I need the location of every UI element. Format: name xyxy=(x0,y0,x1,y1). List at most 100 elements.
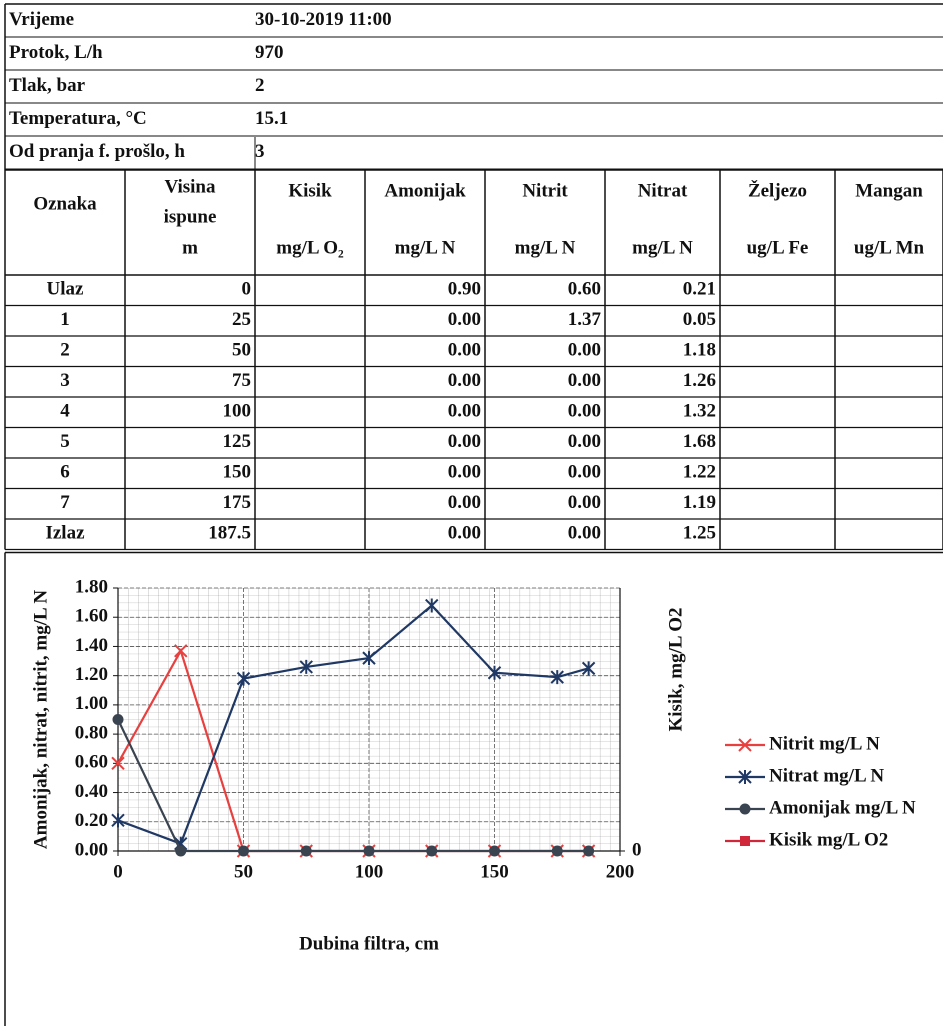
legend-label: Nitrit mg/L N xyxy=(769,733,880,754)
point xyxy=(238,845,249,857)
point xyxy=(236,671,251,686)
cell: 3 xyxy=(60,370,70,391)
y-tick-label: 1.40 xyxy=(75,635,108,656)
info-label: Tlak, bar xyxy=(9,75,86,96)
legend-marker xyxy=(738,738,752,752)
header-unit: mg/L O₂ xyxy=(276,237,344,258)
cell: 0.05 xyxy=(683,309,716,330)
info-value: 2 xyxy=(255,75,265,96)
legend-label: Nitrat mg/L N xyxy=(769,765,884,786)
legend-label: Amonijak mg/L N xyxy=(769,797,916,818)
y-axis-label: Amonijak, nitrat, nitrit, mg/L N xyxy=(30,590,51,849)
point xyxy=(583,845,595,857)
x-tick-label: 200 xyxy=(606,861,635,882)
cell: 175 xyxy=(223,492,252,513)
cell: 1.32 xyxy=(683,401,716,422)
cell: 75 xyxy=(232,370,251,391)
header-label: Oznaka xyxy=(33,193,97,214)
point xyxy=(551,845,563,857)
cell: 1.68 xyxy=(683,431,716,452)
header-unit: mg/L N xyxy=(515,237,576,258)
info-label: Vrijeme xyxy=(9,9,74,30)
point xyxy=(425,598,439,613)
y2-tick-label: 0 xyxy=(632,839,642,860)
point xyxy=(175,845,187,857)
cell: 0.00 xyxy=(448,462,481,483)
header-label: Kisik xyxy=(288,180,332,201)
y-tick-label: 0.60 xyxy=(75,752,108,773)
header-label: Nitrit xyxy=(522,180,568,201)
cell: 0.00 xyxy=(448,523,481,544)
cell: 0.00 xyxy=(448,340,481,361)
cell: 0.00 xyxy=(568,431,601,452)
cell: 0.00 xyxy=(568,370,601,391)
info-value: 3 xyxy=(255,141,265,162)
info-value: 15.1 xyxy=(255,108,288,129)
cell: Izlaz xyxy=(45,523,85,544)
y-tick-label: 1.20 xyxy=(75,664,108,685)
info-label: Temperatura, °C xyxy=(9,108,147,129)
y-tick-label: 0.00 xyxy=(75,839,108,860)
y-tick-label: 1.60 xyxy=(75,606,108,627)
cell: 7 xyxy=(60,492,70,513)
x-tick-label: 150 xyxy=(480,861,509,882)
cell: 0.00 xyxy=(568,492,601,513)
cell: 1.26 xyxy=(683,370,716,391)
x-axis-label: Dubina filtra, cm xyxy=(299,933,439,954)
point xyxy=(111,813,125,828)
header-unit: ug/L Fe xyxy=(747,237,809,258)
header-label: Nitrat xyxy=(638,180,688,201)
point xyxy=(299,659,313,674)
cell: 0.00 xyxy=(448,492,481,513)
point xyxy=(550,670,564,685)
header-label: Mangan xyxy=(855,180,923,201)
y-tick-label: 0.20 xyxy=(75,810,108,831)
legend-marker xyxy=(738,770,752,784)
x-tick-label: 100 xyxy=(355,861,384,882)
cell: 0.00 xyxy=(448,401,481,422)
info-label: Protok, L/h xyxy=(9,42,103,63)
point xyxy=(363,845,375,857)
point xyxy=(487,665,502,680)
info-label: Od pranja f. prošlo, h xyxy=(9,141,185,162)
cell: 1.18 xyxy=(683,340,716,361)
info-value: 30-10-2019 11:00 xyxy=(255,9,392,30)
info-value: 970 xyxy=(255,42,284,63)
cell: 2 xyxy=(60,340,70,361)
y-tick-label: 0.40 xyxy=(75,781,108,802)
cell: 1.37 xyxy=(568,309,602,330)
header-label: ispune xyxy=(164,206,217,227)
legend-label: Kisik mg/L O2 xyxy=(769,829,888,850)
point xyxy=(362,651,376,666)
cell: 0.00 xyxy=(448,431,481,452)
cell: 50 xyxy=(232,340,251,361)
cell: 0.00 xyxy=(568,462,601,483)
header-unit: mg/L N xyxy=(632,237,693,258)
cell: 25 xyxy=(232,309,251,330)
y-tick-label: 1.80 xyxy=(75,576,108,597)
cell: 1.22 xyxy=(683,462,716,483)
y-tick-label: 1.00 xyxy=(75,693,108,714)
y2-axis-label: Kisik, mg/L O2 xyxy=(665,607,686,731)
cell: 1 xyxy=(60,309,70,330)
cell: 0 xyxy=(242,279,252,300)
cell: Ulaz xyxy=(47,279,85,300)
cell: 150 xyxy=(223,462,252,483)
point xyxy=(112,714,124,725)
x-tick-label: 50 xyxy=(234,861,253,882)
cell: 4 xyxy=(60,401,70,422)
header-label: Željezo xyxy=(748,179,807,201)
cell: 187.5 xyxy=(208,523,251,544)
legend-marker xyxy=(740,836,750,846)
header-label: Amonijak xyxy=(384,180,466,201)
point xyxy=(174,644,188,658)
cell: 0.90 xyxy=(448,279,481,300)
point xyxy=(111,756,125,771)
point xyxy=(426,845,438,857)
cell: 6 xyxy=(60,462,70,483)
cell: 5 xyxy=(60,431,70,452)
point xyxy=(300,845,312,857)
cell: 0.00 xyxy=(448,370,481,391)
cell: 1.19 xyxy=(683,492,716,513)
